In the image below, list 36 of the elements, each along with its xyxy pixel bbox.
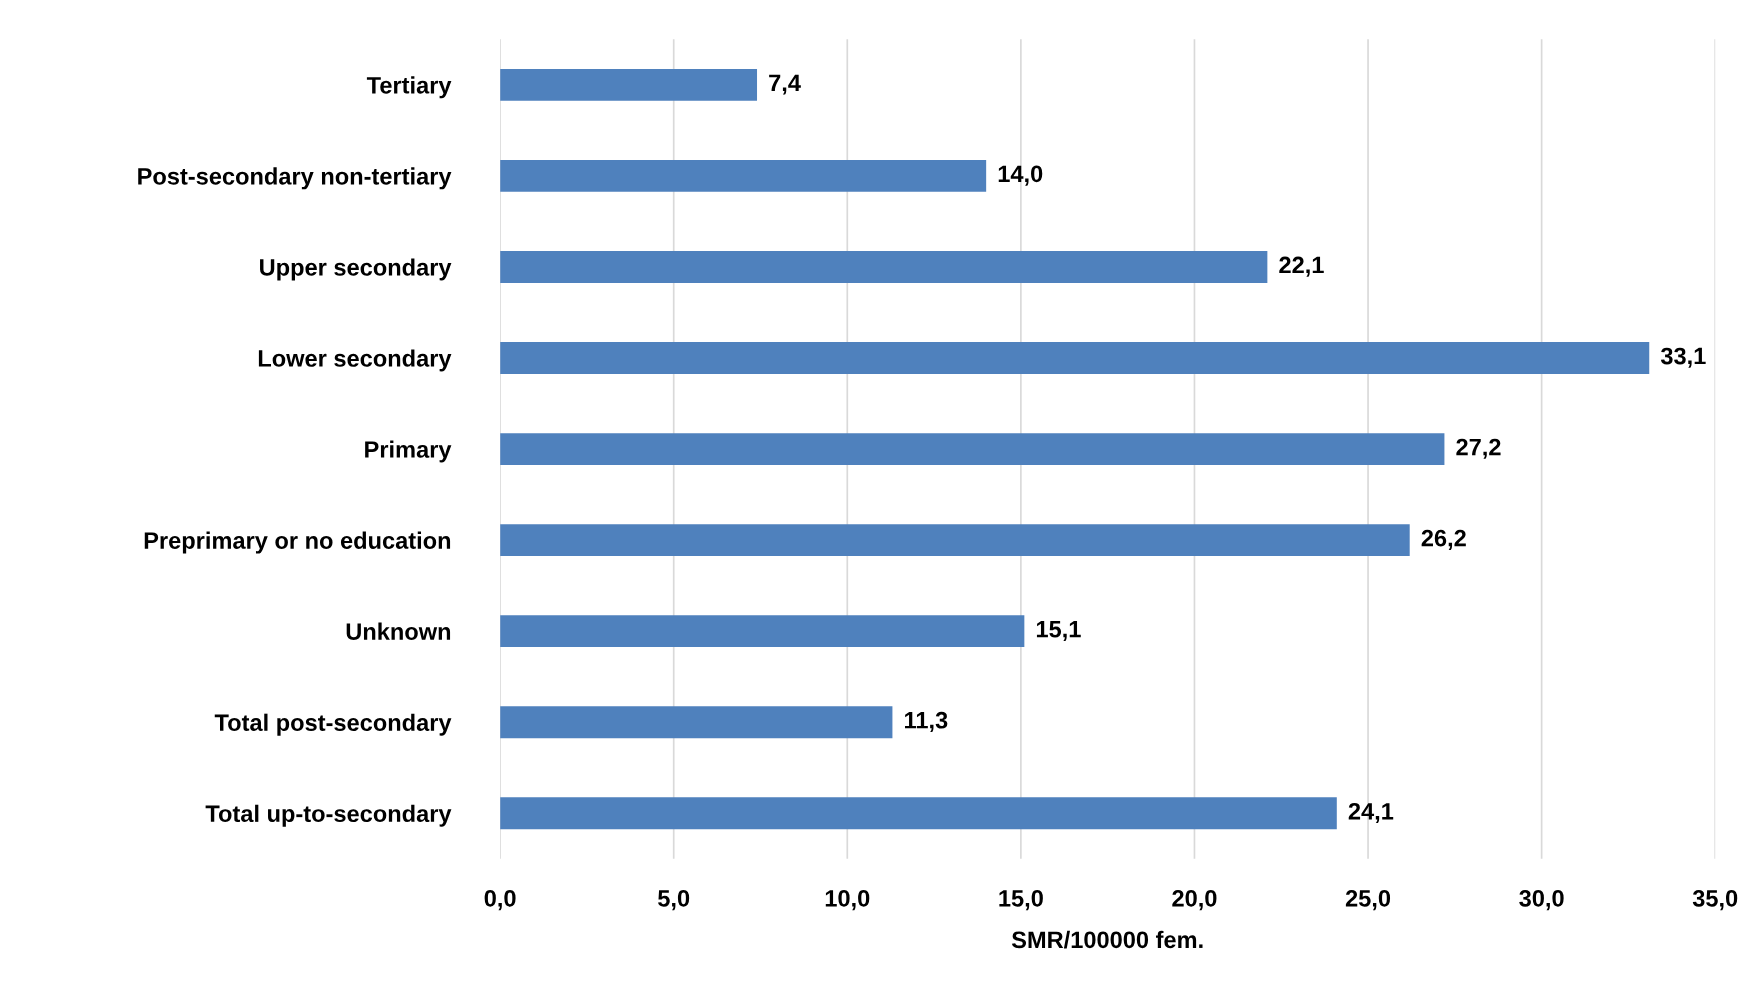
x-tick-label: 30,0 — [1519, 890, 1564, 911]
x-tick-label: 0,0 — [484, 890, 516, 911]
y-tick-label: Tertiary — [366, 76, 452, 99]
data-label: 14,0 — [998, 165, 1043, 186]
y-tick-label: Primary — [365, 440, 452, 463]
x-tick-label: 20,0 — [1172, 890, 1217, 911]
bar — [500, 251, 1268, 283]
data-label: 11,3 — [905, 711, 948, 732]
y-tick-label: Upper secondary — [260, 258, 452, 281]
x-axis-title: SMR/100000 fem. — [1011, 930, 1203, 949]
data-label: 7,4 — [769, 74, 801, 95]
data-label: 33,1 — [1660, 347, 1706, 368]
bar — [500, 68, 758, 101]
data-label: 24,1 — [1348, 802, 1394, 824]
bar — [500, 797, 1337, 830]
data-label: 26,2 — [1421, 529, 1466, 550]
x-tick-label: 15,0 — [999, 890, 1043, 911]
y-tick-label: Total up-to-secondary — [205, 804, 452, 827]
y-tick-label: Preprimary or no education — [144, 531, 451, 554]
bar — [500, 433, 1445, 465]
x-tick-label: 5,0 — [658, 890, 690, 911]
y-tick-label: Total post-secondary — [214, 713, 452, 736]
bar — [500, 524, 1410, 557]
data-label: 22,1 — [1279, 256, 1324, 277]
x-tick-label: 10,0 — [825, 890, 870, 911]
y-tick-label: Post-secondary non-tertiary — [138, 167, 452, 190]
y-tick-label: Unknown — [346, 622, 451, 640]
data-label: 15,1 — [1036, 621, 1081, 641]
bar — [500, 615, 1025, 648]
bar — [500, 706, 893, 739]
x-tick-label: 25,0 — [1345, 890, 1391, 911]
bar — [500, 342, 1650, 374]
x-tick-label: 35,0 — [1692, 890, 1738, 911]
y-tick-label: Lower secondary — [258, 349, 452, 372]
data-label: 27,2 — [1456, 438, 1501, 459]
bar — [500, 159, 987, 192]
